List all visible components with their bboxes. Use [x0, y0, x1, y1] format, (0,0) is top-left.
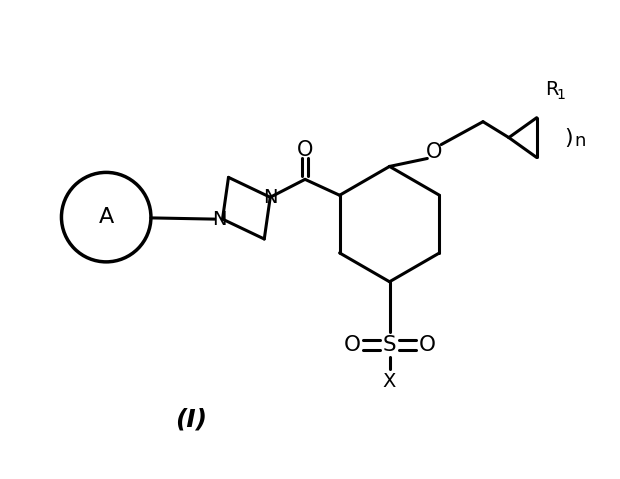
Text: R: R [545, 80, 559, 99]
Text: N: N [212, 210, 227, 228]
Text: O: O [343, 335, 360, 355]
Text: X: X [383, 372, 396, 391]
Text: O: O [297, 139, 313, 160]
Text: (I): (I) [175, 408, 206, 432]
Text: O: O [426, 141, 443, 161]
Text: S: S [383, 335, 396, 355]
Text: O: O [419, 335, 436, 355]
Text: n: n [575, 132, 586, 149]
Text: N: N [263, 188, 278, 207]
Text: 1: 1 [556, 88, 565, 102]
Text: ): ) [564, 127, 573, 148]
Text: A: A [99, 207, 114, 227]
